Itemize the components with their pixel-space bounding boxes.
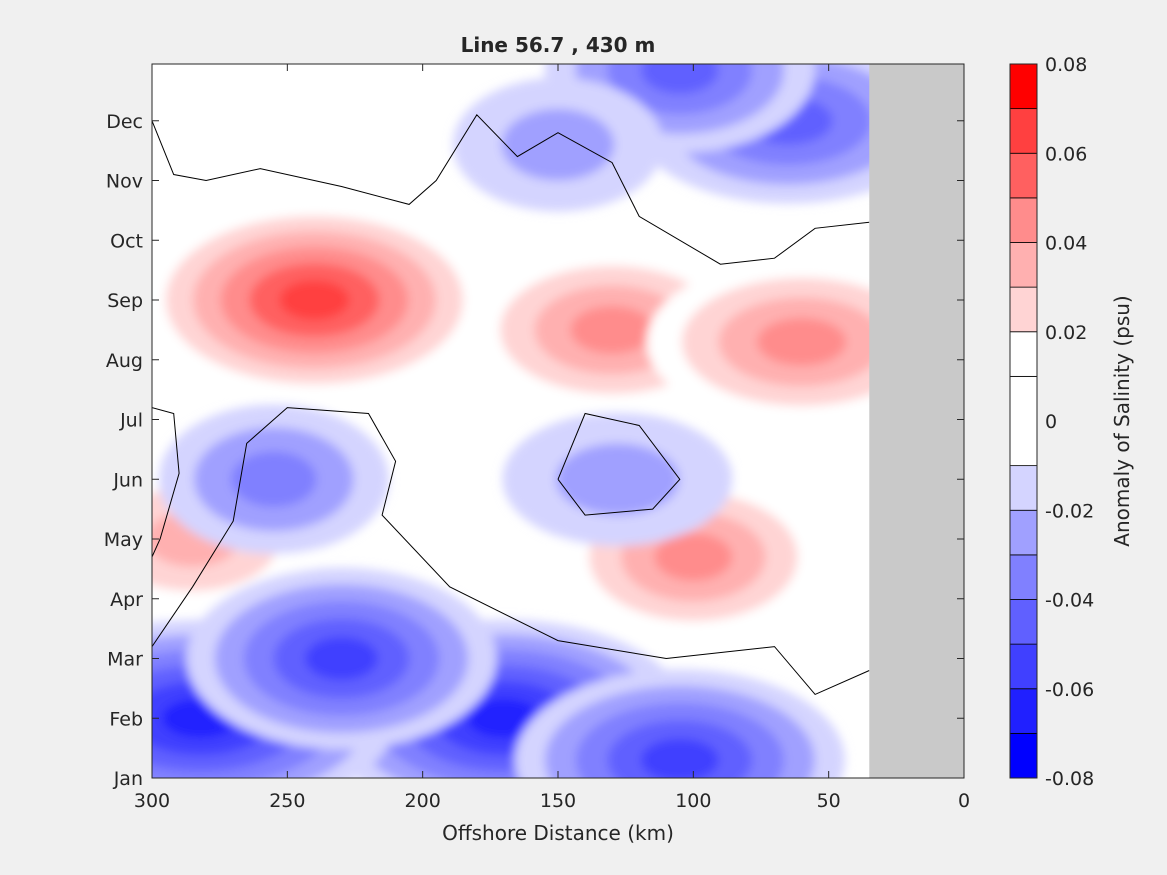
y-tick-label: Dec <box>106 111 143 133</box>
colorbar-segment <box>1009 688 1038 734</box>
x-tick-label: 50 <box>817 790 841 812</box>
y-tick-label: Apr <box>110 589 143 611</box>
colorbar-tick-label: 0.04 <box>1045 233 1087 255</box>
x-tick-label: 0 <box>958 790 970 812</box>
colorbar-segment <box>1009 732 1038 779</box>
colorbar: -0.08 -0.06 -0.04 -0.02 0 0.02 0.04 0.06 0.08 <box>1009 54 1094 790</box>
colorbar-frame <box>1009 63 1038 779</box>
x-tick-label: 300 <box>134 790 170 812</box>
x-tick-label: 250 <box>269 790 305 812</box>
y-tick-label: May <box>104 529 143 551</box>
anomaly-level <box>555 443 680 516</box>
anomaly-level <box>570 306 654 354</box>
anomaly-level <box>279 280 350 320</box>
x-tick-label: 200 <box>405 790 441 812</box>
anomaly-feature <box>186 567 497 750</box>
colorbar-segment <box>1009 242 1038 288</box>
colorbar-segment <box>1009 152 1038 199</box>
anomaly-level <box>305 637 378 680</box>
colorbar-tick-label: 0 <box>1045 411 1057 433</box>
y-axis: Jan Feb Mar Apr May Jun Jul Aug Sep Oct Nov Dec <box>104 111 964 790</box>
y-tick-label: Oct <box>110 230 143 252</box>
colorbar-segment <box>1009 509 1038 556</box>
y-tick-label: Sep <box>107 290 143 312</box>
colorbar-tick-label: -0.08 <box>1045 768 1094 790</box>
colorbar-segment <box>1009 375 1038 467</box>
y-tick-label: Mar <box>107 649 143 671</box>
x-tick-label: 100 <box>675 790 711 812</box>
x-axis-label: Offshore Distance (km) <box>442 821 674 845</box>
anomaly-feature <box>152 201 490 399</box>
colorbar-segment <box>1009 286 1038 333</box>
anomaly-level <box>466 698 541 738</box>
y-tick-label: Jul <box>119 410 143 432</box>
zero-contour-lines <box>152 113 870 696</box>
colorbar-segment <box>1009 554 1038 600</box>
colorbar-tick-label: 0.08 <box>1045 54 1087 76</box>
y-tick-label: Nov <box>106 171 143 193</box>
anomaly-field <box>152 64 957 778</box>
anomaly-feature <box>502 412 733 547</box>
colorbar-tick-label: 0.02 <box>1045 322 1087 344</box>
zero-contour-offshore <box>152 407 180 558</box>
anomaly-level <box>231 451 317 508</box>
anomaly-level <box>757 318 847 366</box>
anomaly-feature <box>453 77 663 212</box>
colorbar-segment <box>1009 643 1038 690</box>
colorbar-segment <box>1009 63 1038 110</box>
colorbar-tick-label: -0.04 <box>1045 590 1094 612</box>
colorbar-tick-label: -0.02 <box>1045 500 1094 522</box>
anomaly-feature <box>158 404 389 555</box>
colorbar-segment <box>1009 108 1038 154</box>
anomaly-level <box>641 64 719 94</box>
colorbar-tick-label: 0.06 <box>1045 143 1087 165</box>
x-axis: 300 250 200 150 100 50 0 <box>134 64 970 812</box>
colorbar-segment <box>1009 331 1038 377</box>
colorbar-segment <box>1009 465 1038 511</box>
chart-title: Line 56.7 , 430 m <box>461 33 656 57</box>
no-data-region <box>869 64 964 778</box>
colorbar-segment <box>1009 197 1038 243</box>
colorbar-tick-label: -0.06 <box>1045 679 1094 701</box>
colorbar-label: Anomaly of Salinity (psu) <box>1110 295 1134 546</box>
y-tick-label: Aug <box>106 350 143 372</box>
zero-contour-lower <box>152 407 870 696</box>
y-tick-label: Jun <box>112 469 143 491</box>
zero-contour-upper <box>152 113 870 265</box>
anomaly-level <box>641 738 719 778</box>
colorbar-segment <box>1009 599 1038 645</box>
anomaly-level <box>501 108 615 181</box>
anomaly-level <box>654 533 733 581</box>
y-tick-label: Feb <box>109 708 143 730</box>
y-tick-label: Jan <box>113 768 143 790</box>
x-tick-label: 150 <box>540 790 576 812</box>
zero-contour-june <box>557 412 681 516</box>
anomaly-feature <box>514 669 845 778</box>
